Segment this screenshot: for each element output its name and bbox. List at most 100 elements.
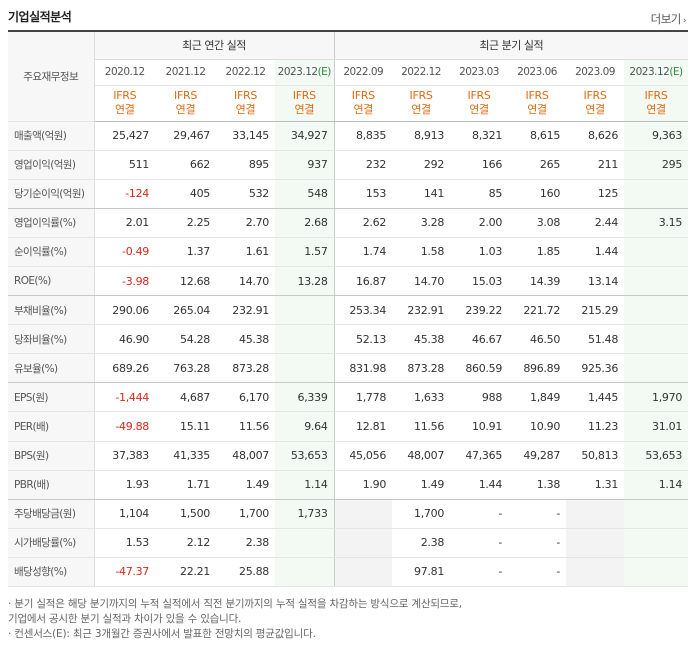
table-cell xyxy=(624,324,689,355)
table-cell: 232 xyxy=(333,150,393,180)
ifrs-label: IFRS xyxy=(351,89,375,102)
table-cell: 295 xyxy=(624,150,689,180)
accounting-standard-header: IFRS 연결 xyxy=(508,85,567,122)
table-cell: 14.39 xyxy=(508,266,567,297)
table-cell: 4,687 xyxy=(155,382,216,413)
row-label: 영업이익률(%) xyxy=(8,208,95,238)
table-cell: 292 xyxy=(392,150,451,180)
table-cell: 141 xyxy=(392,179,451,209)
table-cell: 511 xyxy=(94,150,155,180)
table-cell: 937 xyxy=(275,150,335,180)
table-cell: 1.58 xyxy=(392,237,451,267)
row-label: PBR(배) xyxy=(8,470,95,500)
table-cell: 1,500 xyxy=(155,499,216,529)
table-cell: 1,778 xyxy=(333,382,393,413)
table-cell xyxy=(275,353,335,384)
table-cell: 31.01 xyxy=(624,411,689,442)
table-cell: 13.28 xyxy=(275,266,335,297)
accounting-standard-header: IFRS 연결 xyxy=(216,85,275,122)
table-cell: -49.88 xyxy=(94,411,155,442)
table-cell: - xyxy=(508,557,567,588)
accounting-standard-header: IFRS 연결 xyxy=(333,85,393,122)
table-row: 매출액(억원) 25,427 29,467 33,145 34,927 8,835 8,91… xyxy=(8,121,689,151)
table-cell: 47,365 xyxy=(450,441,509,471)
table-cell xyxy=(566,528,625,558)
table-cell: 41,335 xyxy=(155,441,216,471)
table-cell: 1.71 xyxy=(155,470,216,500)
table-cell: 33,145 xyxy=(216,121,275,151)
table-cell: 1.90 xyxy=(333,470,393,500)
table-row: 당기순이익(억원) -124 405 532 548 153 141 85 160 125 xyxy=(8,179,689,209)
table-cell: 1.44 xyxy=(566,237,625,267)
period-header: 2023.12(E) xyxy=(275,59,335,86)
table-cell: 48,007 xyxy=(216,441,275,471)
table-cell: 662 xyxy=(155,150,216,180)
ifrs-label: IFRS xyxy=(174,89,197,102)
table-cell: 2.68 xyxy=(275,208,335,238)
table-cell: 85 xyxy=(450,179,509,209)
table-cell: 9.64 xyxy=(275,411,335,442)
table-cell: 54.28 xyxy=(155,324,216,355)
table-cell: 53,653 xyxy=(275,441,335,471)
consolidated-label: 연결 xyxy=(527,103,547,116)
table-cell: 153 xyxy=(333,179,393,209)
chevron-right-icon: › xyxy=(682,16,687,26)
table-cell xyxy=(624,557,689,588)
period-header: 2023.03 xyxy=(450,59,509,86)
ifrs-label: IFRS xyxy=(644,89,668,102)
annual-group-header: 최근 연간 실적 xyxy=(94,31,335,60)
table-cell: 3.15 xyxy=(624,208,689,238)
table-cell: - xyxy=(508,528,567,558)
footnote: 기업에서 공시한 분기 실적과 차이가 있을 수 있습니다. xyxy=(8,613,242,625)
table-cell: 8,913 xyxy=(392,121,451,151)
table-cell xyxy=(333,499,393,529)
table-cell: 2.38 xyxy=(216,528,275,558)
table-cell: 548 xyxy=(275,179,335,209)
table-cell: 253.34 xyxy=(333,295,393,326)
ifrs-label: IFRS xyxy=(292,89,316,102)
table-cell: 1.53 xyxy=(94,528,155,558)
table-cell: 10.90 xyxy=(508,411,567,442)
period-header: 2022.12 xyxy=(392,59,451,86)
consolidated-label: 연결 xyxy=(469,103,489,116)
accounting-standard-header: IFRS 연결 xyxy=(566,85,625,122)
row-label: 순이익률(%) xyxy=(8,237,95,267)
table-cell xyxy=(275,295,335,326)
table-cell: 239.22 xyxy=(450,295,509,326)
estimate-marker: (E) xyxy=(317,66,332,78)
table-cell xyxy=(624,266,689,297)
table-cell: -3.98 xyxy=(94,266,155,297)
table-cell: 8,615 xyxy=(508,121,567,151)
table-cell: 1,970 xyxy=(624,382,689,413)
more-button[interactable]: 더보기 › xyxy=(651,11,687,27)
row-label: 부채비율(%) xyxy=(8,295,95,326)
table-cell: 6,170 xyxy=(216,382,275,413)
consolidated-label: 연결 xyxy=(585,103,605,116)
table-cell: 160 xyxy=(508,179,567,209)
consolidated-label: 연결 xyxy=(411,103,431,116)
table-row: 유보율(%) 689.26 763.28 873.28 831.98 873.28 860.… xyxy=(8,353,689,384)
table-cell: -47.37 xyxy=(94,557,155,588)
table-cell: 8,321 xyxy=(450,121,509,151)
table-cell: 46.67 xyxy=(450,324,509,355)
table-cell: 232.91 xyxy=(216,295,275,326)
table-cell xyxy=(566,557,625,588)
table-row: PER(배) -49.88 15.11 11.56 9.64 12.81 11.56 10.9… xyxy=(8,411,689,442)
table-cell: 14.70 xyxy=(392,266,451,297)
table-cell: 1.44 xyxy=(450,470,509,500)
consolidated-label: 연결 xyxy=(646,103,666,116)
table-cell: 265 xyxy=(508,150,567,180)
table-cell: 2.62 xyxy=(333,208,393,238)
table-row: EPS(원) -1,444 4,687 6,170 6,339 1,778 1,633 988… xyxy=(8,382,689,413)
estimate-marker: (E) xyxy=(669,66,683,78)
table-cell: 3.28 xyxy=(392,208,451,238)
table-cell: 1.03 xyxy=(450,237,509,267)
table-cell: 1.49 xyxy=(216,470,275,500)
table-cell: - xyxy=(450,499,509,529)
period-header: 2023.09 xyxy=(566,59,625,86)
accounting-standard-header: IFRS 연결 xyxy=(275,85,335,122)
table-cell: 1.31 xyxy=(566,470,625,500)
row-label: 유보율(%) xyxy=(8,353,95,384)
table-cell: 2.44 xyxy=(566,208,625,238)
table-row: 순이익률(%) -0.49 1.37 1.61 1.57 1.74 1.58 1.03 1.85… xyxy=(8,237,689,267)
